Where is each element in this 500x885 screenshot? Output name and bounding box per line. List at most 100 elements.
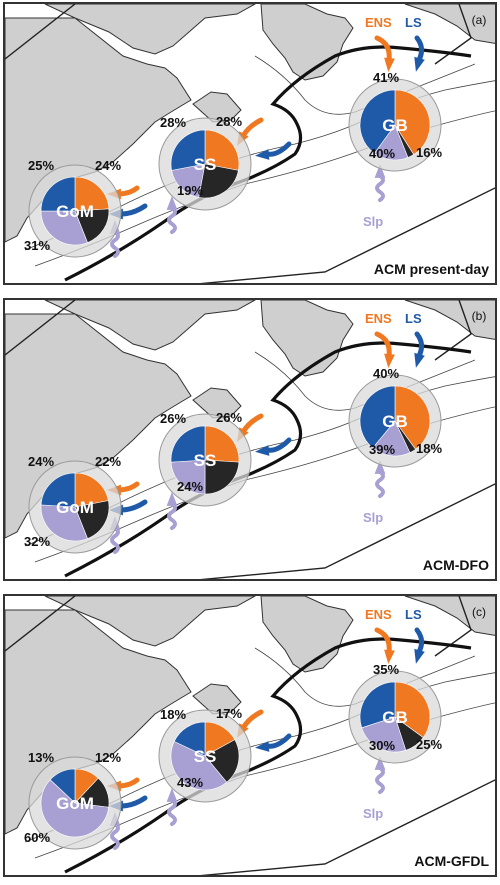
map-canvas: ENS LS Slp 24% 31% 25% GoM 28% 19% 28% SS 41% 16% 40%… — [5, 4, 495, 283]
pie-slice-resid — [74, 208, 110, 244]
slope-water-arrow-gb — [374, 756, 386, 794]
domain-boundary — [5, 596, 495, 875]
pie-slice-resid — [74, 500, 110, 540]
pie-slice-resid — [204, 739, 240, 783]
region-name: GoM — [56, 498, 94, 517]
pie-percent-label: 41% — [373, 70, 399, 85]
slope-water-arrow-ss — [166, 196, 178, 234]
panel-title: ACM-GFDL — [414, 853, 489, 869]
pie-slice-ens — [394, 385, 431, 450]
land-mass — [260, 596, 354, 673]
pie-slice-ls — [49, 768, 76, 804]
pie-percent-label: 24% — [177, 479, 203, 494]
region-name: GoM — [56, 202, 94, 221]
pie-gom: 22% 32% 24% GoM — [24, 454, 122, 554]
pie-percent-label: 13% — [28, 750, 54, 765]
slp-label: Slp — [363, 806, 383, 821]
ens-label: ENS — [365, 15, 392, 30]
ls-arrow-ss — [255, 437, 292, 456]
slp-label: Slp — [363, 510, 383, 525]
pie-slice-ls — [359, 385, 396, 449]
pie-slice-ls — [40, 472, 76, 508]
ls-label: LS — [405, 311, 422, 326]
slope-water-arrow-ss — [166, 788, 178, 826]
land-masses — [5, 596, 495, 835]
pie-gom: 24% 31% 25% GoM — [24, 158, 122, 258]
pie-slice-ens — [74, 472, 109, 508]
ls-arrow-ss — [255, 733, 292, 752]
pie-slice-slp — [372, 420, 411, 457]
ens-inflow-arrow — [374, 35, 395, 72]
slp-label: Slp — [363, 214, 383, 229]
pie-ss: 28% 19% 28% SS — [158, 114, 252, 211]
region-name: SS — [194, 451, 217, 470]
panel-tag: (c) — [472, 605, 486, 619]
slope-water-arrow-gb — [374, 460, 386, 498]
region-name: GB — [382, 708, 408, 727]
ens-label: ENS — [365, 607, 392, 622]
pie-slice-ls — [173, 721, 206, 757]
panel-tag: (a) — [472, 13, 487, 27]
pie-slice-ens — [74, 176, 110, 212]
pie-slice-slp — [40, 504, 88, 542]
region-name: GB — [382, 412, 408, 431]
pie-percent-label: 35% — [373, 662, 399, 677]
pie-slice-slp — [361, 716, 407, 753]
pie-slice-ls — [170, 425, 206, 463]
pie-slice-slp — [40, 779, 110, 838]
pie-gom: 12% 60% 13% GoM — [24, 750, 122, 850]
pie-percent-label: 28% — [160, 115, 186, 130]
pie-ss: 26% 24% 26% SS — [158, 410, 252, 507]
pie-percent-label: 30% — [369, 738, 395, 753]
pie-slice-ens — [394, 681, 431, 738]
ls-inflow-arrow — [414, 35, 425, 72]
pie-percent-label: 32% — [24, 534, 50, 549]
ls-label: LS — [405, 607, 422, 622]
pie-percent-label: 25% — [28, 158, 54, 173]
pie-percent-label: 39% — [369, 442, 395, 457]
pie-percent-label: 40% — [373, 366, 399, 381]
ens-inflow-arrow — [374, 627, 395, 664]
ls-inflow-arrow — [414, 627, 425, 664]
pie-slice-resid — [204, 459, 240, 495]
pie-slice-slp — [170, 459, 206, 495]
map-canvas: ENS LS Slp 22% 32% 24% GoM 26% 24% 26% SS 40% 18% 39%… — [5, 300, 495, 579]
region-name: GB — [382, 116, 408, 135]
pie-percent-label: 18% — [160, 707, 186, 722]
pie-percent-label: 24% — [28, 454, 54, 469]
panel-title: ACM present-day — [374, 261, 489, 277]
pie-percent-label: 25% — [416, 737, 442, 752]
land-mass — [404, 300, 495, 340]
pie-slice-slp — [40, 210, 88, 246]
pie-percent-label: 40% — [369, 146, 395, 161]
map-panel-a: ENS LS Slp 24% 31% 25% GoM 28% 19% 28% SS 41% 16% 40%… — [3, 2, 497, 285]
pie-slice-slp — [170, 741, 228, 791]
land-mass — [404, 4, 495, 44]
slope-water-arrow-gb — [374, 164, 386, 202]
land-mass — [44, 596, 257, 647]
pie-percent-label: 18% — [416, 441, 442, 456]
ens-label: ENS — [365, 311, 392, 326]
pie-percent-label: 31% — [24, 238, 50, 253]
ls-arrow-ss — [255, 141, 292, 160]
pie-percent-label: 28% — [216, 114, 242, 129]
map-panel-c: ENS LS Slp 12% 60% 13% GoM 17% 43% 18% SS 35% 25% 30%… — [3, 594, 497, 877]
pie-percent-label: 60% — [24, 830, 50, 845]
land-mass — [260, 4, 354, 81]
region-name: SS — [194, 155, 217, 174]
panel-title: ACM-DFO — [423, 557, 489, 573]
pie-percent-label: 26% — [160, 411, 186, 426]
ls-label: LS — [405, 15, 422, 30]
map-panel-b: ENS LS Slp 22% 32% 24% GoM 26% 24% 26% SS 40% 18% 39%… — [3, 298, 497, 581]
pie-gb: 35% 25% 30% GB — [348, 662, 442, 764]
pie-ss: 17% 43% 18% SS — [158, 706, 252, 803]
pie-percent-label: 17% — [216, 706, 242, 721]
domain-boundary — [5, 300, 495, 579]
pie-percent-label: 22% — [95, 454, 121, 469]
pie-percent-label: 26% — [216, 410, 242, 425]
panel-tag: (b) — [472, 309, 487, 323]
land-mass — [44, 300, 257, 351]
pie-gb: 41% 16% 40% GB — [348, 70, 442, 172]
pie-percent-label: 19% — [177, 183, 203, 198]
pie-slice-ens — [204, 129, 240, 171]
